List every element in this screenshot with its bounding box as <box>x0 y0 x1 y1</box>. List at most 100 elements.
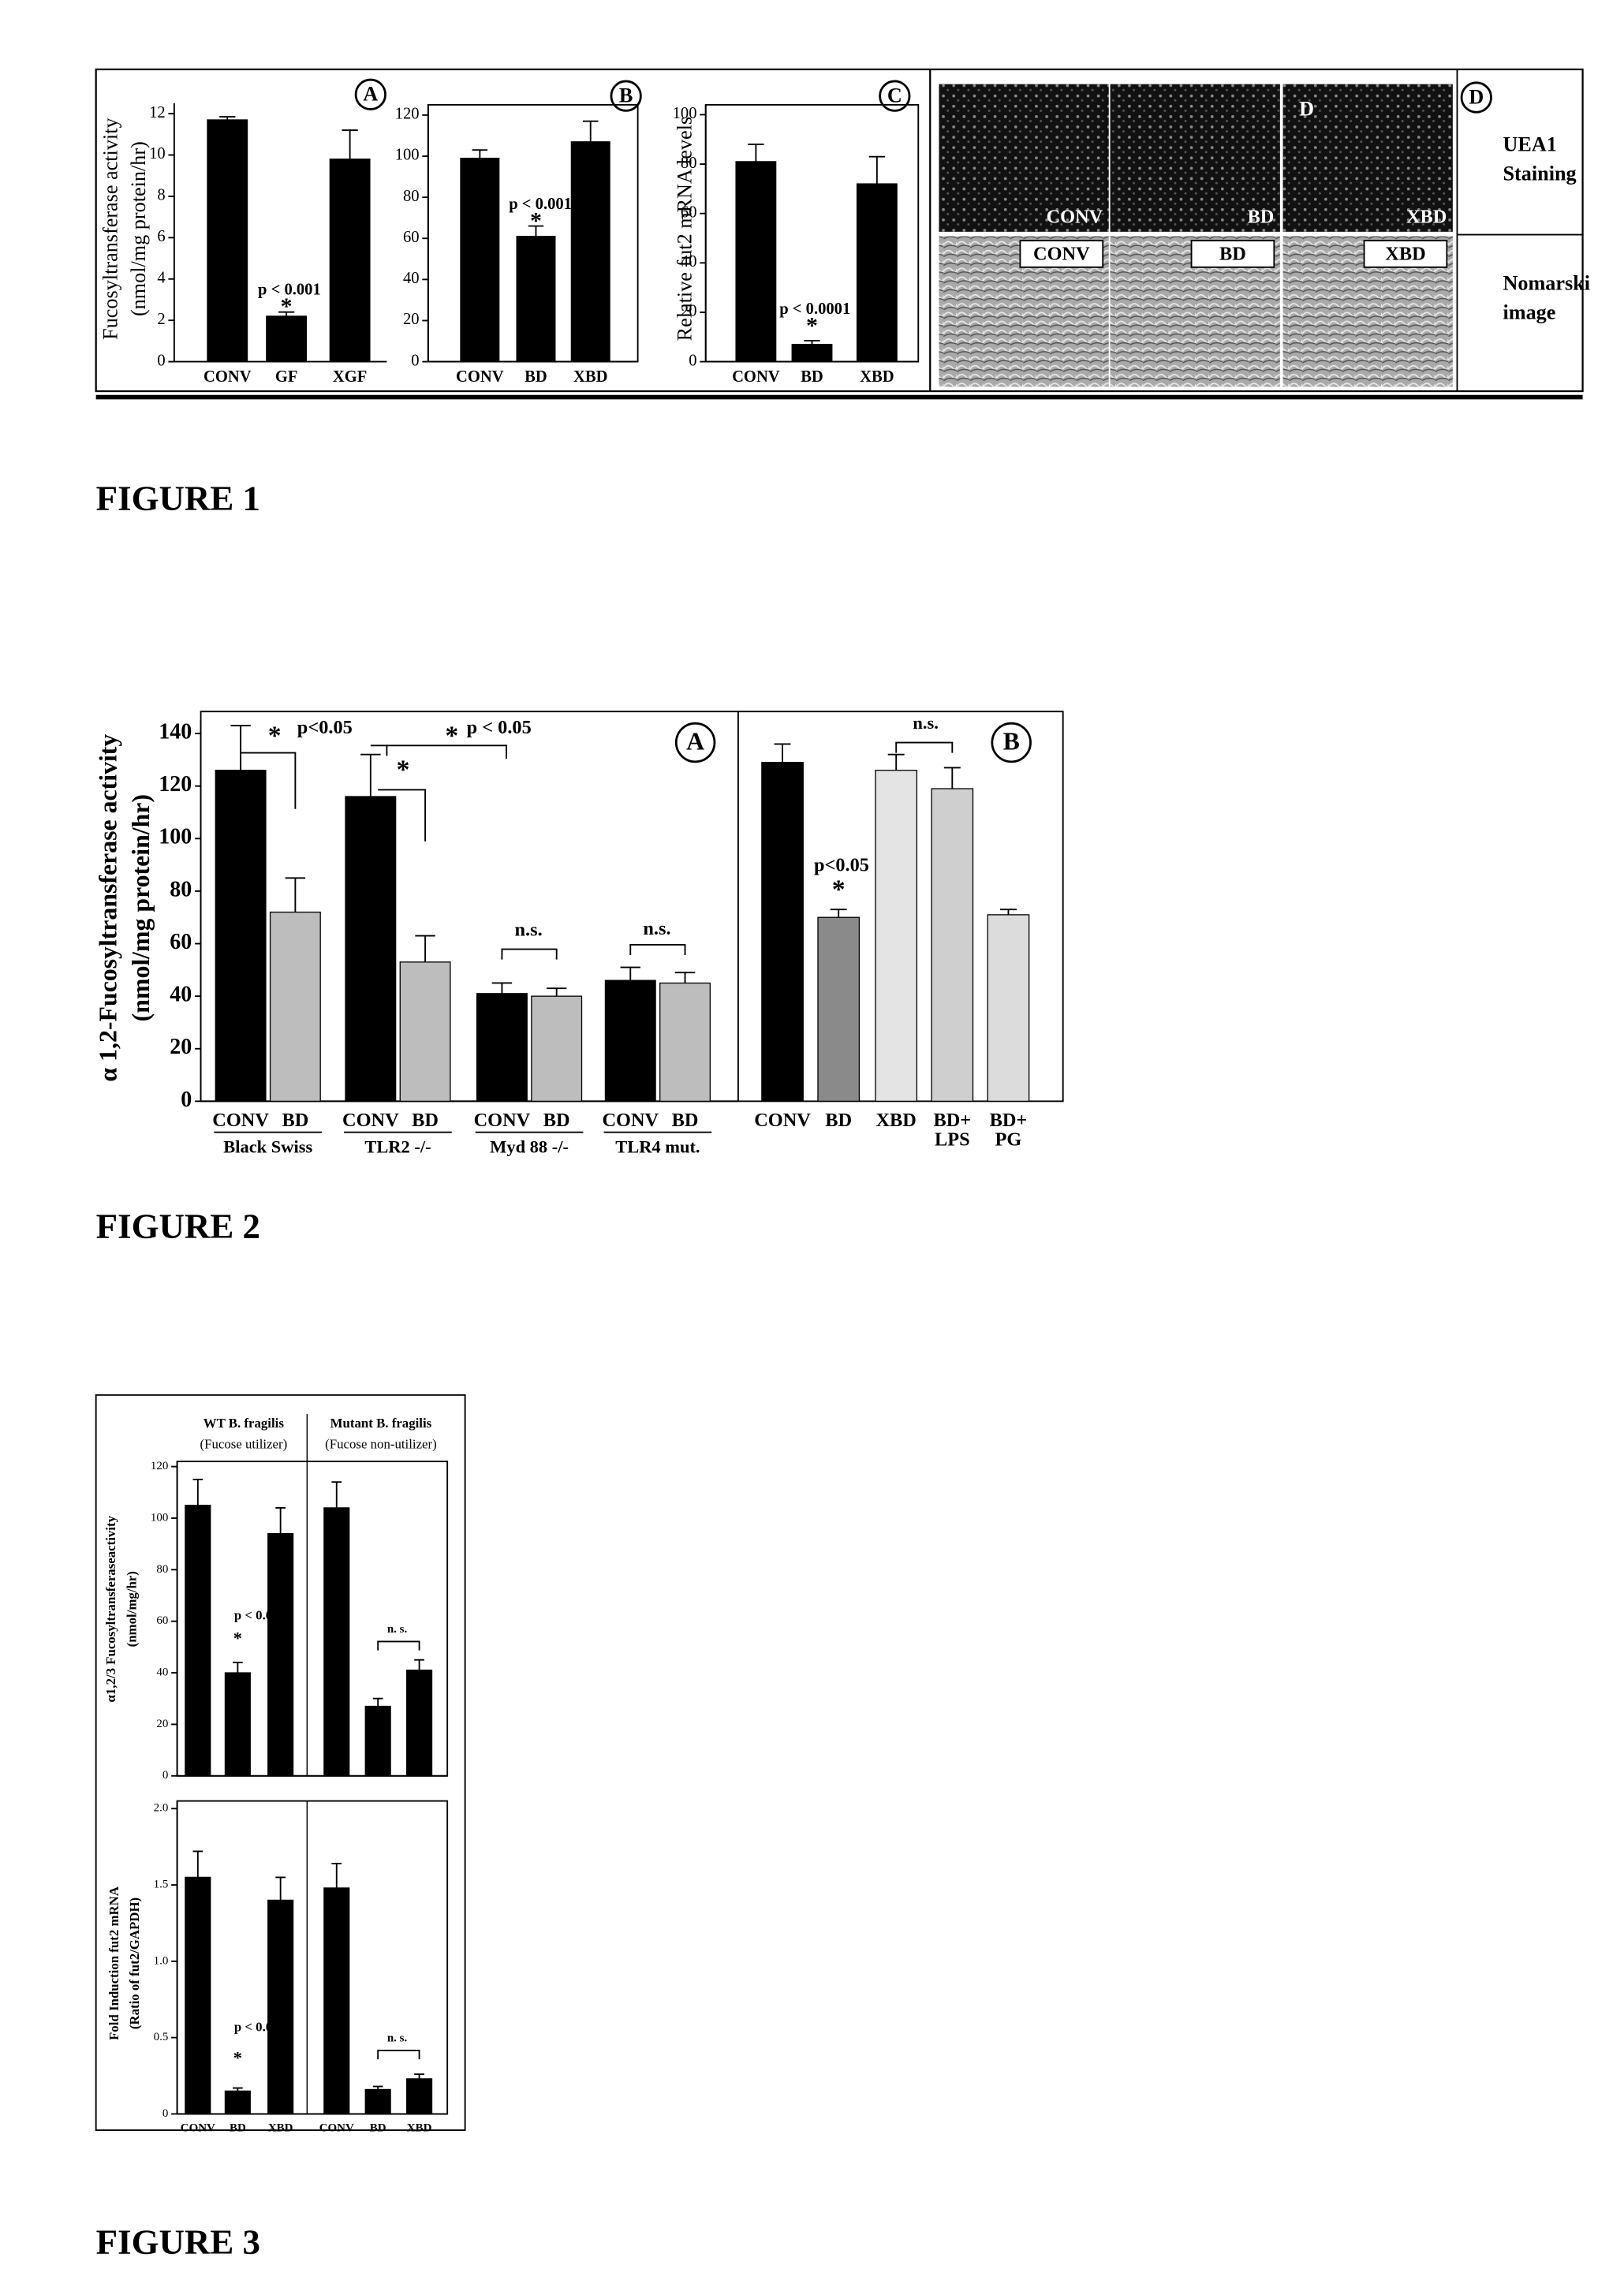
y-axis-label: (Ratio of fut2/GAPDH) <box>127 1898 142 2029</box>
error-bar <box>415 936 435 962</box>
x-tick-label: CONV <box>732 368 780 386</box>
error-bar <box>547 988 566 996</box>
x-tick-label: BD+ <box>990 1110 1028 1131</box>
image-label: XBD <box>1385 243 1425 264</box>
error-bar <box>492 983 512 993</box>
bar <box>324 1888 349 2114</box>
bar <box>987 915 1029 1101</box>
x-tick-label: CONV <box>319 2122 354 2135</box>
annotation: * <box>233 2047 242 2067</box>
figure-caption: FIGURE 1 <box>96 479 260 518</box>
error-bar <box>804 341 819 345</box>
y-axis-label: Fucosyltransferase activity <box>99 118 121 339</box>
y-tick-label: 120 <box>151 1460 168 1472</box>
error-bar <box>944 767 961 789</box>
x-tick-label: CONV <box>456 368 504 386</box>
error-bar <box>869 157 885 184</box>
y-tick-label: 1.5 <box>154 1879 169 1891</box>
x-tick-label: BD <box>282 1110 308 1131</box>
x-tick-label: CONV <box>212 1110 269 1131</box>
error-bar <box>373 1699 383 1707</box>
group-label: WT B. fragilis <box>203 1416 285 1431</box>
bar <box>365 1707 390 1776</box>
bar <box>185 1877 211 2114</box>
bar <box>225 2091 250 2114</box>
annotation: * <box>281 293 293 319</box>
x-tick-label: BD <box>525 368 547 386</box>
x-tick-label: BD <box>230 2122 246 2135</box>
annotation: p < 0.001 <box>234 1607 286 1622</box>
y-tick-label: 60 <box>403 229 420 246</box>
y-tick-label: 0 <box>157 352 165 369</box>
x-tick-label: BD <box>370 2122 386 2135</box>
bar <box>605 980 655 1101</box>
error-bar <box>275 1877 286 1900</box>
annotation: n.s. <box>515 920 543 941</box>
error-bar <box>192 1851 203 1877</box>
y-tick-label: 60 <box>170 930 192 954</box>
error-bar <box>286 878 305 912</box>
x-tick-label: BD+ <box>933 1110 971 1131</box>
bar <box>324 1508 349 1776</box>
bar <box>407 1670 432 1776</box>
x-tick-label: BD <box>543 1110 570 1131</box>
row-label: image <box>1503 301 1556 324</box>
row-label: Nomarski <box>1503 271 1591 294</box>
error-bar <box>414 1660 424 1670</box>
group-label: Myd 88 -/- <box>490 1136 569 1156</box>
plot-frame <box>177 1801 448 2114</box>
x-tick-label: XBD <box>407 2122 432 2135</box>
error-bar <box>360 755 380 797</box>
y-tick-label: 120 <box>159 772 192 797</box>
bar <box>225 1673 250 1776</box>
y-tick-label: 120 <box>395 106 420 123</box>
y-tick-label: 0 <box>181 1088 192 1112</box>
y-axis-label: α 1,2-Fucosyltransferase activity <box>95 734 122 1082</box>
y-tick-label: 80 <box>170 877 192 901</box>
error-bar <box>775 744 791 762</box>
y-tick-label: 100 <box>159 825 192 849</box>
error-bar <box>414 2074 424 2079</box>
y-tick-label: 20 <box>156 1718 168 1730</box>
bar <box>532 996 582 1101</box>
y-tick-label: 6 <box>157 228 165 245</box>
annotation: n.s. <box>643 918 670 939</box>
bar <box>461 159 499 362</box>
x-tick-label: BD <box>801 368 823 386</box>
bar <box>407 2079 432 2114</box>
y-tick-label: 20 <box>403 311 420 328</box>
bar <box>517 237 555 362</box>
y-tick-label: 2 <box>157 311 165 328</box>
y-axis-label: α1,2/3 Fucosyltransferaseactivity <box>103 1515 118 1702</box>
image-label: BD <box>1219 243 1246 264</box>
bar <box>330 159 370 362</box>
x-tick-label: BD <box>412 1110 439 1131</box>
y-tick-label: 140 <box>159 720 192 744</box>
x-tick-label: CONV <box>474 1110 531 1131</box>
x-tick-label: XBD <box>268 2122 293 2135</box>
bracket <box>378 1641 419 1650</box>
x-tick-label: BD <box>672 1110 699 1131</box>
y-tick-label: 0 <box>162 1769 168 1782</box>
group-label: (Fucose utilizer) <box>200 1436 287 1451</box>
bar <box>215 771 266 1102</box>
x-tick-label: LPS <box>935 1129 970 1150</box>
y-tick-label: 100 <box>395 147 420 164</box>
y-tick-label: 10 <box>149 145 166 162</box>
image-label: D <box>1299 97 1314 120</box>
image-label: CONV <box>1033 243 1090 264</box>
group-label: TLR4 mut. <box>615 1136 700 1156</box>
x-tick-label: GF <box>275 368 298 386</box>
y-tick-label: 8 <box>157 187 165 204</box>
panel-label: A <box>363 83 378 106</box>
y-tick-label: 12 <box>149 104 166 121</box>
bar <box>818 917 859 1101</box>
error-bar <box>621 968 640 981</box>
x-tick-label: CONV <box>181 2122 215 2135</box>
y-axis-label: Relative fut2 mRNA levels <box>673 117 696 341</box>
bracket <box>378 2051 419 2059</box>
annotation: * <box>530 208 542 234</box>
annotation: p < 0.05 <box>467 717 532 738</box>
